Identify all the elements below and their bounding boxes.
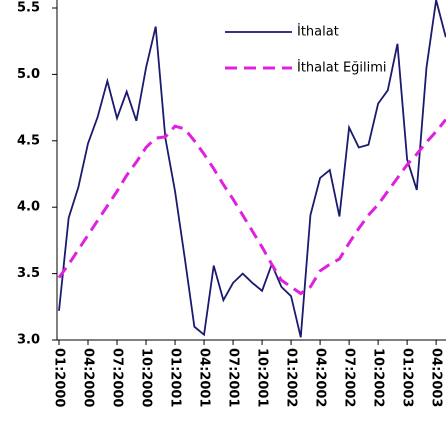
y-tick-label: 5.5 <box>17 1 40 16</box>
x-tick-label: 07:2002 <box>342 348 357 407</box>
x-tick-label: 10:2000 <box>139 348 154 407</box>
y-tick-label: 3.0 <box>17 333 40 348</box>
y-tick-label: 4.0 <box>17 200 40 215</box>
x-tick-label: 04:2001 <box>197 348 212 407</box>
x-tick-label: 07:2000 <box>110 348 125 407</box>
legend-label: İthalat <box>297 24 339 40</box>
x-tick-label: 10:2002 <box>371 348 386 407</box>
series-line <box>57 118 446 296</box>
x-tick-label: 01:2003 <box>400 348 415 407</box>
y-tick-label: 3.5 <box>17 266 40 281</box>
x-tick-label: 01:2000 <box>52 348 67 407</box>
y-tick-label: 4.5 <box>17 133 40 148</box>
x-tick-label: 01:2002 <box>284 348 299 407</box>
x-tick-label: 10:2001 <box>255 348 270 407</box>
series-line <box>58 0 446 338</box>
x-tick-label: 07:2001 <box>226 348 241 407</box>
x-tick-label: 04:2002 <box>313 348 328 407</box>
x-tick-label: 04:2003 <box>429 348 444 407</box>
legend-label: İthalat Eğilimi <box>297 60 387 76</box>
x-tick-label: 04:2000 <box>81 348 96 407</box>
x-tick-label: 01:2001 <box>168 348 183 407</box>
y-tick-label: 5.0 <box>17 67 40 82</box>
